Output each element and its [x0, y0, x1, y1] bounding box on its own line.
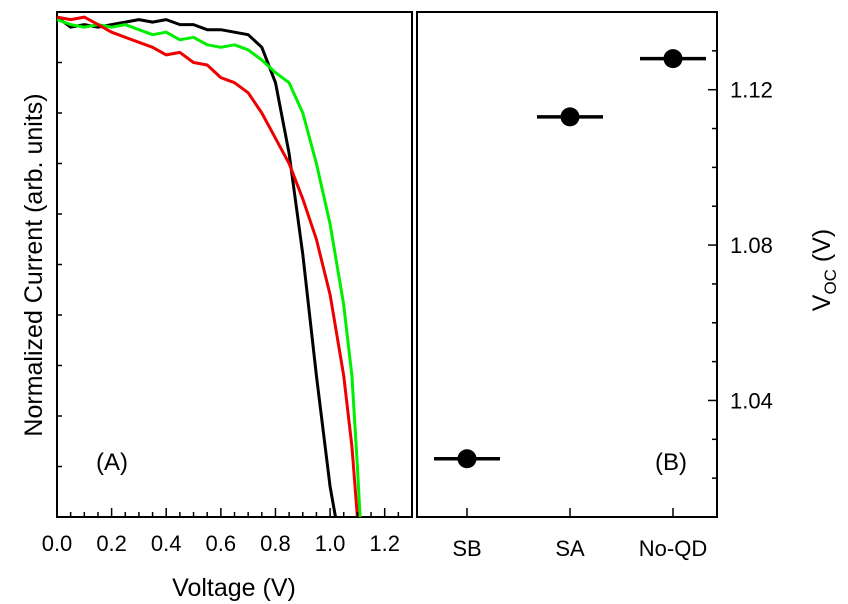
panel-b-frame — [416, 11, 718, 518]
panel-a: 0.0 0.2 0.4 0.6 0.8 1.0 1.2 (A) Voltage (V) No… — [20, 11, 413, 602]
category-label: SB — [452, 536, 481, 561]
panel-a-frame — [56, 11, 413, 518]
voc-point — [663, 49, 683, 69]
iv-curve-1 — [56, 18, 362, 518]
x-tick-label: 1.0 — [315, 531, 346, 556]
x-tick-label: 1.2 — [369, 531, 400, 556]
panel-a-x-axis: 0.0 0.2 0.4 0.6 0.8 1.0 1.2 — [42, 61, 413, 556]
panel-b-points — [434, 49, 706, 469]
x-tick-label: 0.0 — [42, 531, 73, 556]
x-tick-label: 0.2 — [96, 531, 127, 556]
y-tick-label: 1.12 — [730, 78, 773, 103]
panel-b-y-axis: 1.04 1.08 1.12 — [708, 50, 773, 479]
x-tick-label: 0.6 — [206, 531, 237, 556]
panel-a-label: (A) — [96, 449, 128, 476]
panel-b-y-axis-title: VOC (V) — [808, 229, 840, 311]
x-tick-label: 0.4 — [151, 531, 182, 556]
voc-point — [560, 107, 580, 127]
panel-a-curves — [56, 15, 362, 518]
iv-curve-2 — [56, 15, 359, 518]
panel-b-label: (B) — [655, 449, 687, 476]
panel-b: 1.04 1.08 1.12 SB SA No-QD (B) VOC (V) — [416, 11, 840, 561]
panel-b-x-axis: SB SA No-QD — [452, 508, 707, 561]
y-tick-label: 1.04 — [730, 388, 773, 413]
category-label: SA — [555, 536, 585, 561]
x-tick-label: 0.8 — [260, 531, 291, 556]
panel-a-x-axis-title: Voltage (V) — [172, 574, 296, 602]
y-tick-label: 1.08 — [730, 233, 773, 258]
category-label: No-QD — [639, 536, 707, 561]
voc-point — [457, 449, 477, 469]
panel-a-y-axis-title: Normalized Current (arb. units) — [20, 93, 48, 436]
